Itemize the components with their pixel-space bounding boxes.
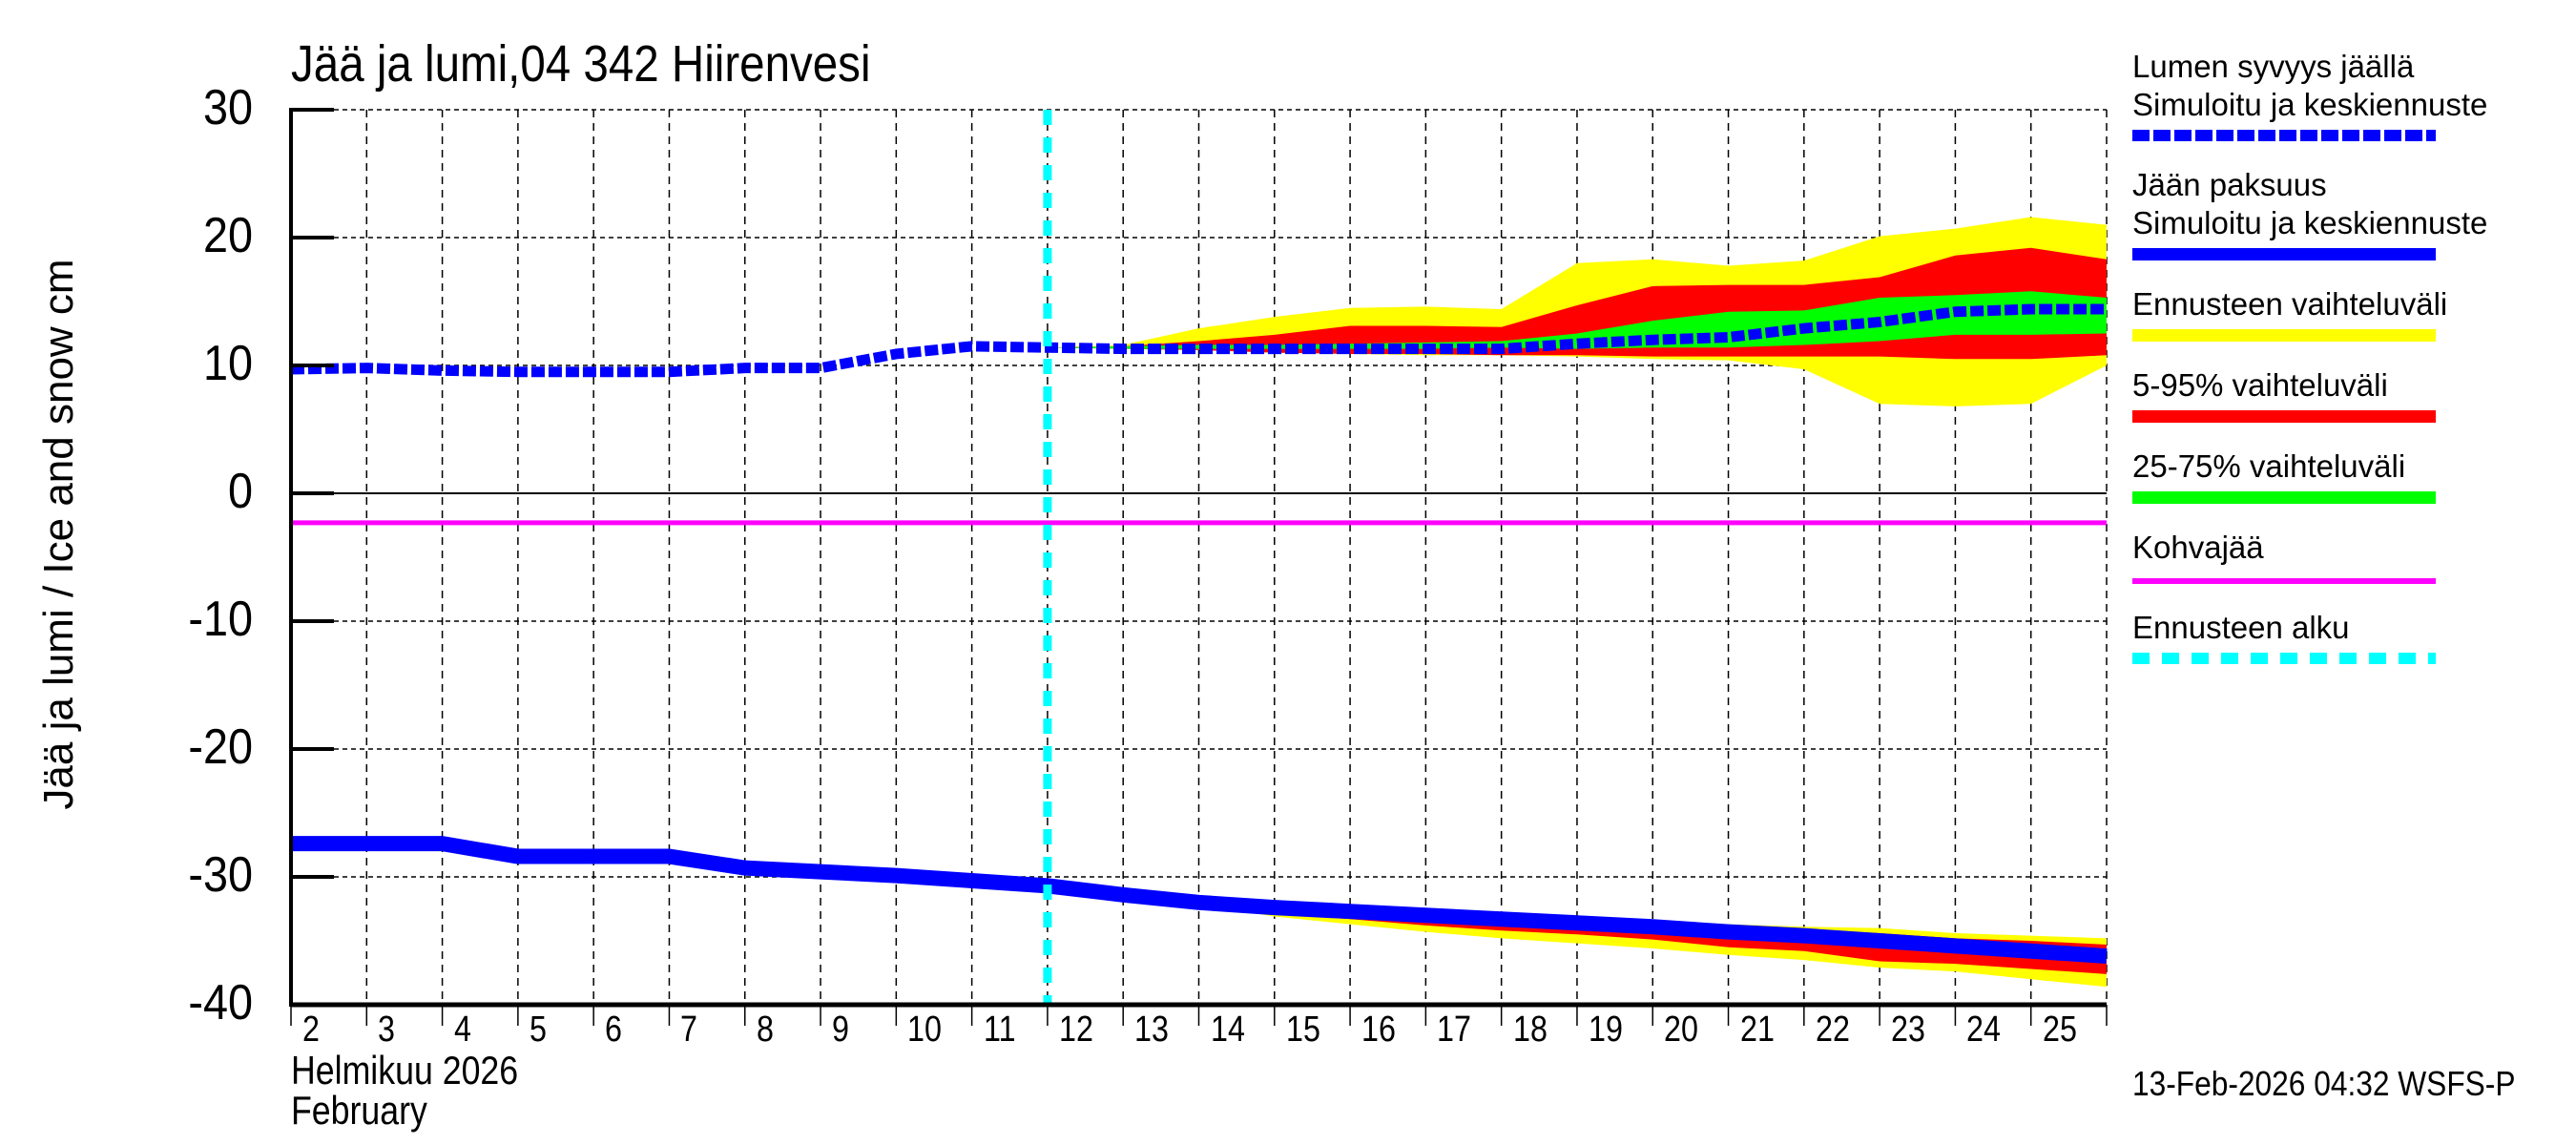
data-lines [290,110,2108,1005]
y-tick-label: 0 [227,464,253,519]
x-tick-label: 19 [1588,1010,1623,1050]
y-tick-label: -30 [188,847,253,903]
legend: Lumen syvyys jäällä Simuloitu ja keskienn… [2132,48,2571,689]
y-tick-label: -20 [188,719,253,775]
y-tick-label: 30 [202,80,253,135]
legend-swatch [2132,248,2436,260]
legend-item: Kohvajää [2132,529,2571,584]
legend-swatch [2132,491,2436,504]
x-tick-label: 24 [1966,1010,2002,1050]
x-tick-label: 13 [1134,1010,1170,1050]
legend-label: Jään paksuus [2132,167,2327,202]
x-tick-label: 17 [1437,1010,1472,1050]
legend-label: 5-95% vaihteluväli [2132,367,2388,403]
legend-swatch [2132,410,2436,423]
legend-item: 5-95% vaihteluväli [2132,366,2571,423]
axes [289,108,2108,1026]
x-tick-label: 14 [1210,1010,1245,1050]
x-tick-label: 11 [983,1010,1016,1050]
x-tick-label: 4 [453,1010,471,1050]
x-tick-label: 15 [1285,1010,1320,1050]
x-tick-label: 12 [1058,1010,1093,1050]
legend-sublabel: Simuloitu ja keskiennuste [2132,205,2488,240]
legend-swatch [2132,329,2436,342]
x-tick-label: 6 [605,1010,623,1050]
grid-lines [291,109,2108,1006]
x-tick-label: 16 [1361,1010,1397,1050]
legend-item: Ennusteen alku [2132,609,2571,664]
chart-title: Jää ja lumi,04 342 Hiirenvesi [291,35,871,93]
legend-item: Ennusteen vaihteluväli [2132,285,2571,342]
y-tick-label: -40 [188,975,253,1030]
x-tick-label: 25 [2042,1010,2077,1050]
legend-sublabel: Simuloitu ja keskiennuste [2132,87,2488,122]
x-tick-label: 18 [1512,1010,1548,1050]
x-tick-label: 2 [302,1010,320,1050]
legend-label: Kohvajää [2132,530,2264,565]
x-tick-label: 3 [378,1010,396,1050]
legend-swatch [2132,653,2436,664]
y-axis-label: Jää ja lumi / Ice and snow cm [35,259,82,810]
x-tick-label: 23 [1891,1010,1926,1050]
legend-label: 25-75% vaihteluväli [2132,448,2406,484]
x-tick-label: 9 [832,1010,850,1050]
x-axis-month-fi: Helmikuu 2026 [291,1048,519,1093]
timestamp-footer: 13-Feb-2026 04:32 WSFS-P [2132,1064,2516,1103]
snow-band-25-75 [1047,291,2107,349]
ice-thickness-line [291,836,2108,965]
x-tick-label: 7 [680,1010,698,1050]
y-tick-label: -10 [188,592,253,647]
x-tick-label: 22 [1815,1010,1850,1050]
legend-item: Lumen syvyys jäällä Simuloitu ja keskienn… [2132,48,2571,141]
x-axis-month-en: February [291,1088,427,1133]
legend-label: Lumen syvyys jäällä [2132,49,2415,84]
legend-label: Ennusteen vaihteluväli [2132,286,2448,322]
y-tick-label: 10 [202,336,253,391]
x-tick-label: 5 [529,1010,547,1050]
legend-swatch [2132,130,2436,141]
x-tick-label: 21 [1739,1010,1775,1050]
legend-swatch [2132,578,2436,584]
x-tick-label: 8 [756,1010,774,1050]
snow-depth-line [290,303,2107,378]
legend-item: 25-75% vaihteluväli [2132,448,2571,504]
legend-label: Ennusteen alku [2132,610,2350,645]
y-tick-label: 20 [202,208,253,263]
x-tick-label: 10 [907,1010,943,1050]
x-tick-label: 20 [1664,1010,1699,1050]
legend-item: Jään paksuus Simuloitu ja keskiennuste [2132,166,2571,260]
